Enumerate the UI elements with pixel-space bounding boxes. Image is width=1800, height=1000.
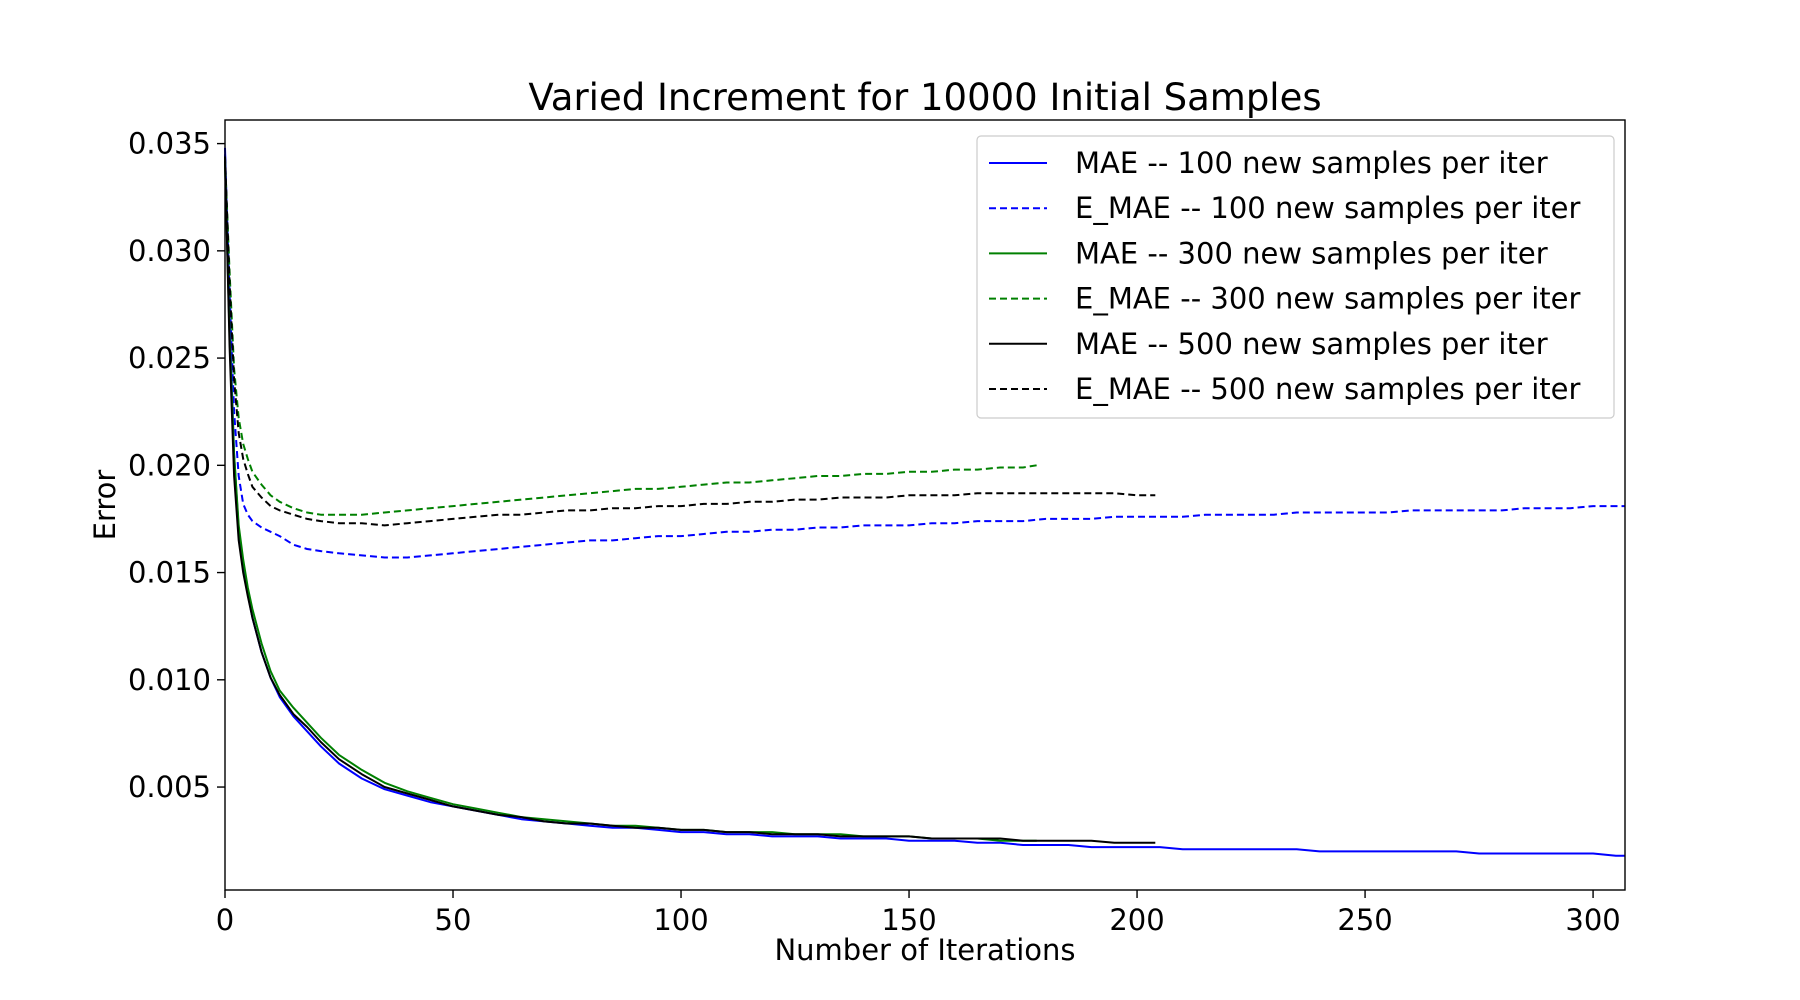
legend-label: E_MAE -- 300 new samples per iter bbox=[1075, 282, 1581, 316]
y-axis: 0.005 0.010 0.015 0.020 0.025 0.030 0.035 bbox=[128, 127, 225, 804]
y-tick-label: 0.020 bbox=[128, 448, 211, 482]
x-axis-label: Number of Iterations bbox=[774, 933, 1075, 967]
y-tick-label: 0.005 bbox=[128, 770, 211, 804]
legend-label: MAE -- 500 new samples per iter bbox=[1075, 327, 1548, 361]
x-tick-label: 150 bbox=[881, 903, 936, 937]
legend: MAE -- 100 new samples per iter E_MAE -- … bbox=[976, 135, 1615, 419]
y-tick-label: 0.025 bbox=[128, 341, 211, 375]
series-line-5 bbox=[224, 160, 1156, 844]
legend-label: E_MAE -- 100 new samples per iter bbox=[1075, 191, 1581, 225]
legend-box bbox=[976, 135, 1615, 419]
series-line-1 bbox=[224, 147, 1625, 857]
y-axis-label: Error bbox=[88, 470, 122, 541]
x-tick-label: 300 bbox=[1565, 903, 1620, 937]
y-tick-label: 0.015 bbox=[128, 556, 211, 590]
x-tick-label: 100 bbox=[653, 903, 708, 937]
series-line-2 bbox=[224, 154, 1625, 559]
series-line-4 bbox=[224, 158, 1037, 516]
x-tick-label: 250 bbox=[1337, 903, 1392, 937]
plot-frame bbox=[224, 119, 1626, 891]
y-tick-label: 0.035 bbox=[128, 127, 211, 161]
legend-label: MAE -- 300 new samples per iter bbox=[1075, 236, 1548, 270]
plot-lines bbox=[224, 147, 1625, 857]
x-tick-label: 0 bbox=[216, 903, 234, 937]
y-tick-label: 0.010 bbox=[128, 663, 211, 697]
y-tick-label: 0.030 bbox=[128, 234, 211, 268]
x-tick-label: 50 bbox=[435, 903, 472, 937]
legend-label: E_MAE -- 500 new samples per iter bbox=[1075, 372, 1581, 406]
legend-label: MAE -- 100 new samples per iter bbox=[1075, 146, 1548, 180]
chart-title: Varied Increment for 10000 Initial Sampl… bbox=[528, 76, 1321, 119]
series-line-6 bbox=[224, 156, 1156, 527]
x-axis: 0 50 100 150 200 250 300 bbox=[216, 890, 1621, 937]
x-tick-label: 200 bbox=[1109, 903, 1164, 937]
